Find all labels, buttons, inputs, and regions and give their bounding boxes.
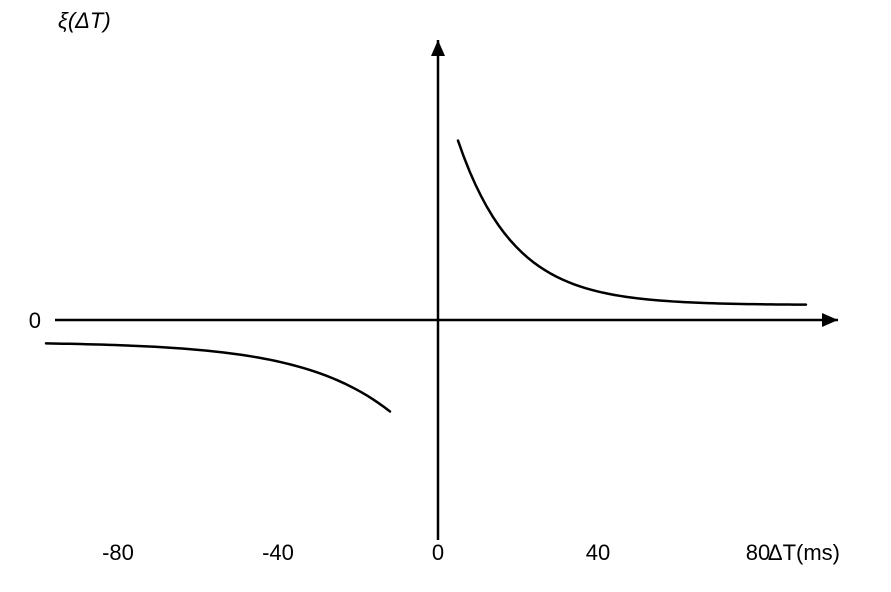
x-tick-label: -80 [102,540,134,565]
x-tick-label: -40 [262,540,294,565]
x-axis-label: ΔT(ms) [768,540,840,565]
x-tick-label: 40 [586,540,610,565]
x-axis-arrow-icon [822,313,838,327]
ltp-curve [458,141,806,305]
y-axis-label: ξ(ΔT) [58,8,111,33]
chart-svg: ξ(ΔT) ΔT(ms) 0 -80 -40 40 80 0 [0,0,891,592]
ltd-curve [46,343,390,411]
x-tick-label: 80 [746,540,770,565]
x-tick-zero: 0 [432,540,444,565]
zero-y-label: 0 [29,308,41,333]
stdp-chart: ξ(ΔT) ΔT(ms) 0 -80 -40 40 80 0 [0,0,891,592]
y-axis-arrow-icon [431,40,445,56]
